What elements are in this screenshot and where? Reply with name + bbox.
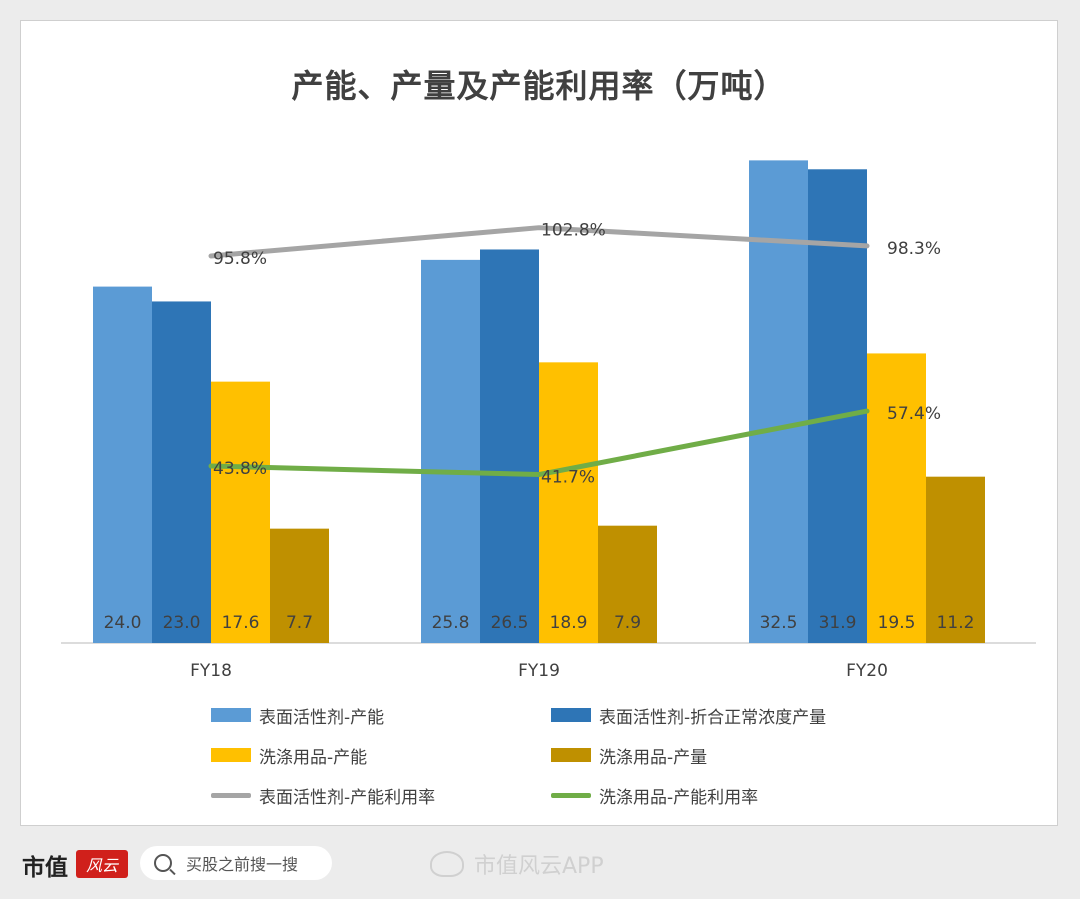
- bar-value-label: 19.5: [878, 613, 916, 633]
- search-placeholder: 买股之前搜一搜: [186, 855, 299, 874]
- weibo-watermark: 市值风云APP: [430, 848, 604, 880]
- bar-FY20-series-4: [926, 476, 985, 643]
- bar-FY19-series-2: [480, 249, 539, 643]
- search-icon: [154, 854, 172, 872]
- bar-FY19-series-1: [421, 259, 480, 643]
- weibo-account: 市值风云APP: [474, 854, 604, 879]
- line-value-label: 43.8%: [213, 459, 267, 479]
- bar-value-label: 7.7: [286, 613, 313, 633]
- bar-value-label: 24.0: [104, 613, 142, 633]
- bar-value-label: 17.6: [222, 613, 260, 633]
- x-tick-label: FY19: [518, 661, 560, 681]
- line-value-label: 98.3%: [887, 239, 941, 259]
- bar-value-label: 26.5: [491, 613, 529, 633]
- chart-title: 产能、产量及产能利用率（万吨）: [291, 67, 787, 105]
- x-tick-label: FY20: [846, 661, 888, 681]
- bar-FY20-series-3: [867, 353, 926, 643]
- chart-card: 产能、产量及产能利用率（万吨） 24.0 25.8 32.5 23.0 26.5 31.9…: [20, 20, 1058, 826]
- bar-value-label: 23.0: [163, 613, 201, 633]
- bar-FY18-series-2: [152, 301, 211, 643]
- search-box[interactable]: 买股之前搜一搜: [140, 846, 332, 880]
- chart-plot: 24.0 25.8 32.5 23.0 26.5 31.9 17.6 18.9 19.5 7.7 7…: [61, 160, 1036, 681]
- bar-FY20-series-1: [749, 160, 808, 643]
- line-series-2: [208, 408, 870, 478]
- brand-logo: 风云: [76, 850, 128, 878]
- bar-value-label: 25.8: [432, 613, 470, 633]
- bar-value-label: 11.2: [937, 613, 975, 633]
- footer-bar: 市值 风云 买股之前搜一搜 市值风云APP: [0, 836, 1080, 892]
- bar-value-label: 18.9: [550, 613, 588, 633]
- bar-FY18-series-3: [211, 381, 270, 643]
- line-value-label: 57.4%: [887, 404, 941, 424]
- weibo-icon: [430, 851, 464, 877]
- bar-value-label: 32.5: [760, 613, 798, 633]
- bar-FY18-series-4: [270, 528, 329, 643]
- line-value-label: 95.8%: [213, 249, 267, 269]
- bar-value-label: 7.9: [614, 613, 641, 633]
- x-tick-label: FY18: [190, 661, 232, 681]
- bar-FY19-series-3: [539, 362, 598, 643]
- bar-value-label: 31.9: [819, 613, 857, 633]
- brand-name: 市值: [22, 854, 68, 881]
- bar-FY18-series-1: [93, 286, 152, 643]
- line-value-label: 102.8%: [541, 221, 606, 241]
- line-value-label: 41.7%: [541, 468, 595, 488]
- bar-FY19-series-4: [598, 525, 657, 643]
- line-series-1: [208, 225, 870, 259]
- bar-FY20-series-2: [808, 169, 867, 643]
